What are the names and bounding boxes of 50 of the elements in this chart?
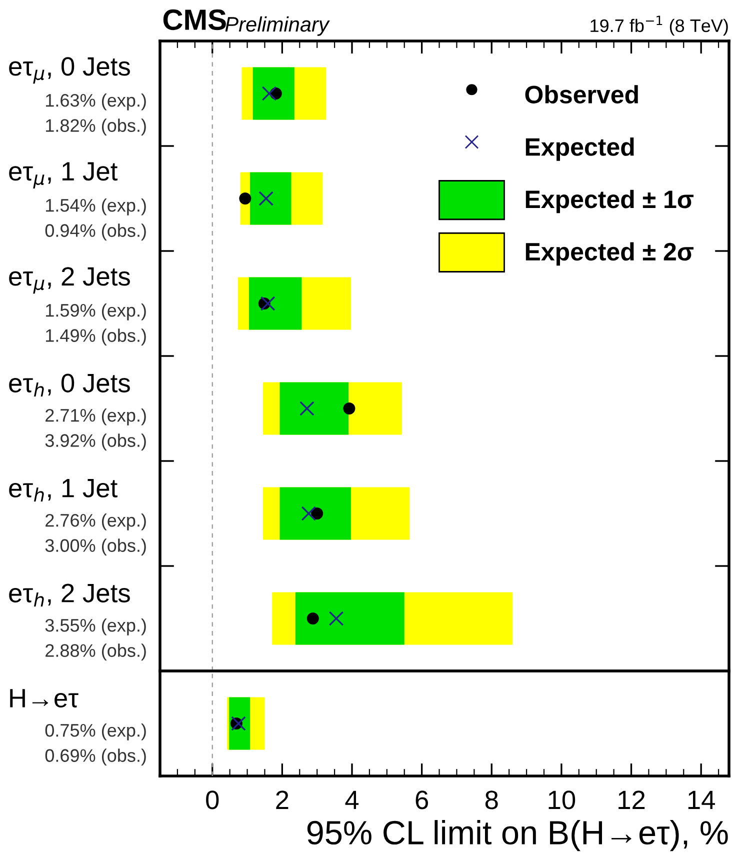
point — [301, 506, 316, 521]
bar — [250, 172, 292, 225]
x-tick-label: 2 — [276, 790, 288, 810]
x-tick-label: 12 — [618, 790, 645, 810]
x-axis-title: 95% CL limit on B(H→eτ), % — [307, 820, 728, 852]
text: 3.55% (exp.) — [45, 618, 146, 636]
legend-label: Observed — [525, 85, 638, 104]
text: 2.88% (obs.) — [46, 644, 146, 661]
text: 1.82% (obs.) — [46, 118, 146, 136]
bar — [252, 67, 294, 120]
x-tick-label: 8 — [485, 790, 498, 810]
legend-label: Expected ± 1σ — [526, 190, 694, 214]
text: 3.00% (obs.) — [45, 538, 146, 556]
y-tick-label: eτ$_{h}$, 1 Jet — [9, 479, 118, 502]
x-tick-label: 6 — [416, 790, 428, 810]
y-tick-label: H→eτ — [10, 689, 78, 708]
text: 0.69% (obs.) — [45, 748, 146, 766]
y-tick-label: eτ$_{μ}$, 1 Jet — [9, 162, 118, 189]
text: 0.75% (exp.) — [45, 723, 146, 740]
x-tick-label: 0 — [206, 790, 219, 810]
x-tick-label: 14 — [688, 790, 715, 810]
x-tick-label: 4 — [345, 790, 359, 810]
chart-subtitle: Preliminary — [225, 16, 330, 36]
point — [328, 611, 344, 626]
point — [343, 402, 356, 414]
point — [311, 508, 324, 520]
legend-label: Expected ± 2σ — [526, 242, 694, 266]
y-tick-label: eτ$_{μ}$, 0 Jets — [9, 57, 130, 84]
text: 1.54% (exp.) — [46, 198, 146, 216]
text: 2.76% (exp.) — [46, 513, 146, 530]
point — [239, 192, 252, 204]
text: 19.7 fb$^{−1}$ (8 TeV) — [590, 16, 728, 36]
text: 2.71% (exp.) — [46, 408, 146, 426]
y-tick-label: eτ$_{μ}$, 2 Jets — [9, 267, 130, 294]
text: 1.63% (exp.) — [46, 93, 146, 110]
bar — [295, 592, 404, 645]
legend-label: Expected — [526, 138, 634, 161]
text: 3.92% (obs.) — [45, 434, 146, 451]
point — [300, 401, 314, 416]
chart-title: CMS — [163, 9, 226, 30]
bar — [280, 487, 351, 540]
y-tick-label: eτ$_{h}$, 2 Jets — [9, 584, 130, 607]
text: 0.94% (obs.) — [45, 224, 146, 241]
bar — [280, 382, 349, 435]
bar — [249, 277, 302, 330]
text: 1.59% (exp.) — [46, 303, 146, 320]
y-tick-label: eτ$_{h}$, 0 Jets — [9, 374, 130, 397]
x-tick-label: 10 — [548, 790, 576, 810]
point — [306, 612, 319, 624]
text: 1.49% (obs.) — [46, 328, 146, 346]
